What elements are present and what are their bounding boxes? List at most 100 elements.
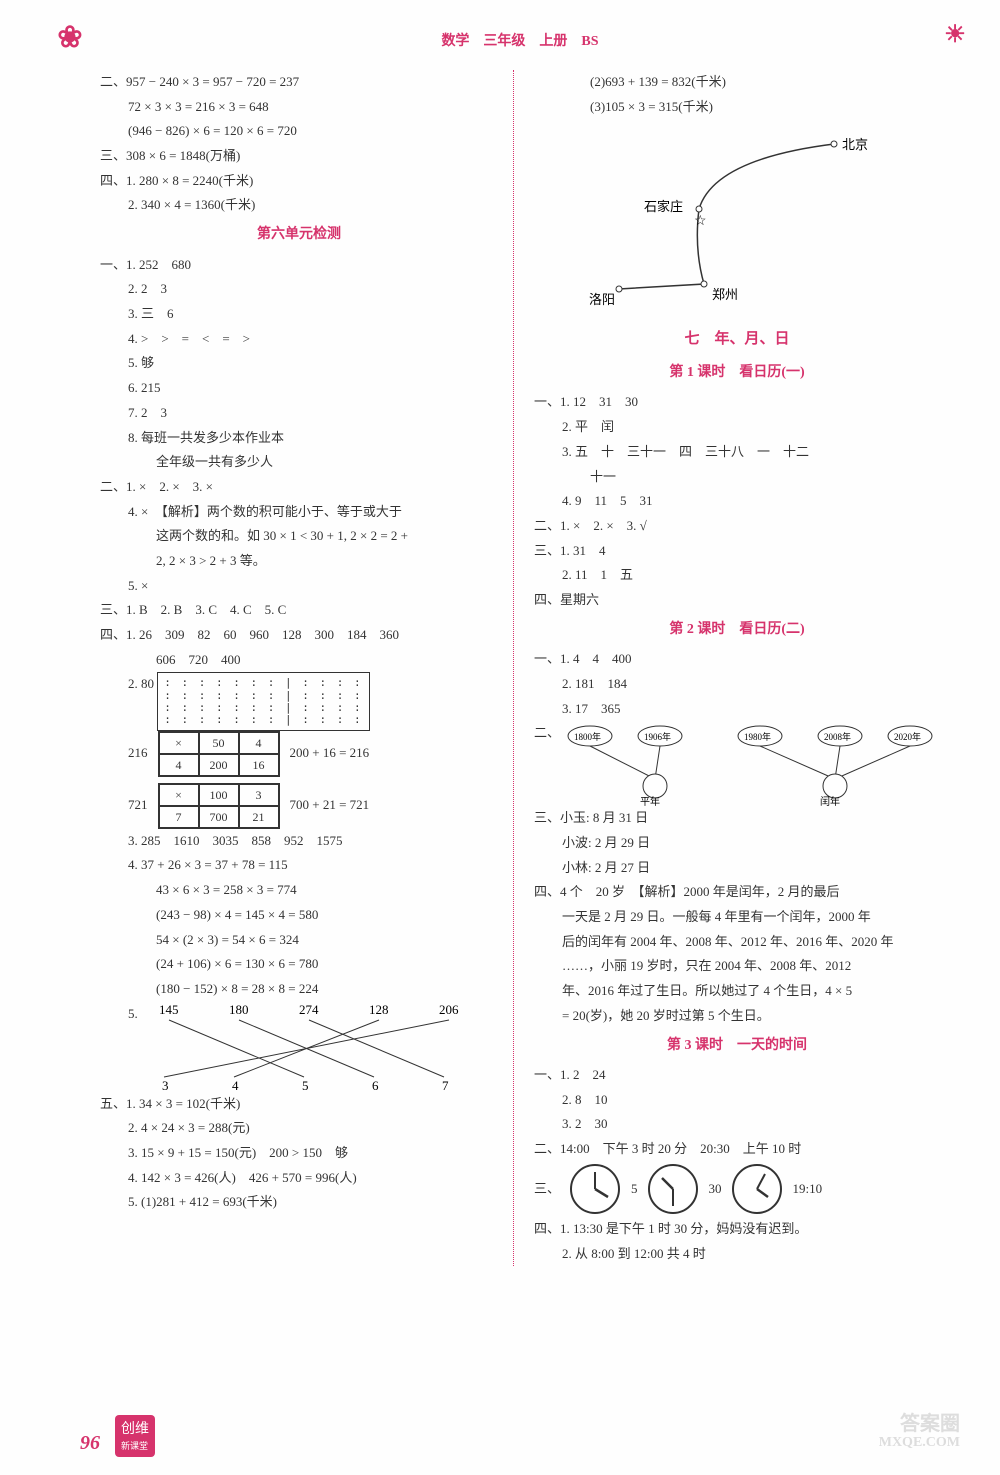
sum-721: 700 + 21 = 721: [290, 793, 370, 818]
city-label: 洛阳: [589, 292, 615, 307]
cell: 700: [199, 806, 239, 828]
matching-problem-5: 5. 145 180 274 128 206 3 4 5 6 7: [100, 1002, 498, 1092]
clock-time: 5: [631, 1177, 638, 1202]
text-line: 这两个数的和。如 30 × 1 < 30 + 1, 2 × 2 = 2 +: [100, 524, 498, 549]
text-line: 5. 够: [100, 351, 498, 376]
text-line: 四、星期六: [534, 588, 940, 613]
cell: 16: [239, 754, 279, 776]
cell: 200: [199, 754, 239, 776]
watermark: 答案圈 MXQE.COM: [879, 1413, 960, 1450]
text-line: = 20(岁)，她 20 岁时过第 5 个生日。: [534, 1004, 940, 1029]
cell: 100: [199, 784, 239, 806]
text-line: 7. 2 3: [100, 401, 498, 426]
cell: 21: [239, 806, 279, 828]
label-2: 二、: [534, 721, 560, 806]
unit-title: 七 年、月、日: [534, 325, 940, 354]
page: ❀ 数学 三年级 上册 BS ☀ 二、957 − 240 × 3 = 957 −…: [0, 0, 1000, 1296]
text-line: 8. 每班一共发多少本作业本: [100, 426, 498, 451]
text-line: 后的闰年有 2004 年、2008 年、2012 年、2016 年、2020 年: [534, 930, 940, 955]
clock-time: 30: [709, 1177, 722, 1202]
fish-icon: 2008年: [818, 726, 862, 746]
logo-sub: 新课堂: [121, 1441, 148, 1451]
text-line: 6. 215: [100, 376, 498, 401]
text-line: 2. 340 × 4 = 1360(千米): [100, 193, 498, 218]
watermark-line: 答案圈: [879, 1413, 960, 1435]
cell: 50: [199, 732, 239, 754]
left-column: 二、957 − 240 × 3 = 957 − 720 = 237 72 × 3…: [100, 70, 514, 1266]
city-label: 石家庄: [644, 199, 683, 214]
clock-time: 19:10: [793, 1177, 823, 1202]
text-line: (3)105 × 3 = 315(千米): [534, 95, 940, 120]
fish-diagram: 1800年 1906年 1980年 2008年 2020年 平年 闰年: [560, 721, 940, 806]
dots-array-icon: : : : : : : : | : : : :: : : : : : : | :…: [157, 672, 369, 730]
cell: 4: [159, 754, 199, 776]
text-line: 二、14:00 下午 3 时 20 分 20:30 上午 10 时: [534, 1137, 940, 1162]
text-line: 二、1. × 2. × 3. √: [534, 514, 940, 539]
text-line: (946 − 826) × 6 = 120 × 6 = 720: [100, 119, 498, 144]
logo-text: 创维: [121, 1422, 149, 1437]
top-num: 145: [159, 1002, 179, 1017]
text-line: (2)693 + 139 = 832(千米): [534, 70, 940, 95]
text-line: 四、1. 13:30 是下午 1 时 30 分，妈妈没有迟到。: [534, 1217, 940, 1242]
text-line: 4. 37 + 26 × 3 = 37 + 78 = 115: [100, 853, 498, 878]
text-line: 3. 15 × 9 + 15 = 150(元) 200 > 150 够: [100, 1141, 498, 1166]
svg-text:1980年: 1980年: [744, 731, 771, 742]
cell: ×: [159, 732, 199, 754]
text-line: 606 720 400: [100, 648, 498, 673]
top-num: 180: [229, 1002, 249, 1017]
text-line: 四、1. 280 × 8 = 2240(千米): [100, 169, 498, 194]
clocks-row: 三、 5 30 19:10: [534, 1162, 940, 1217]
text-line: 4. 9 11 5 31: [534, 489, 940, 514]
two-columns: 二、957 − 240 × 3 = 957 − 720 = 237 72 × 3…: [100, 70, 940, 1266]
page-header: ❀ 数学 三年级 上册 BS ☀: [100, 30, 940, 50]
header-title: 数学 三年级 上册 BS: [441, 34, 598, 49]
fish-matching: 二、 1800年 1906年 1980年 2008年 2020年 平年 闰年: [534, 721, 940, 806]
text-line: 4. > > = < = >: [100, 327, 498, 352]
text-line: 小林: 2 月 27 日: [534, 856, 940, 881]
cat-icon: 闰年: [820, 774, 847, 806]
text-line: ……，小丽 19 岁时，只在 2004 年、2008 年、2012: [534, 954, 940, 979]
section-title: 第六单元检测: [100, 222, 498, 249]
bot-num: 4: [232, 1078, 239, 1092]
text-line: 2. 11 1 五: [534, 563, 940, 588]
svg-text:1800年: 1800年: [574, 731, 601, 742]
text-line: 54 × (2 × 3) = 54 × 6 = 324: [100, 928, 498, 953]
city-label: 北京: [842, 137, 868, 152]
text-line: 三、308 × 6 = 1848(万桶): [100, 144, 498, 169]
bot-num: 5: [302, 1078, 309, 1092]
bot-num: 6: [372, 1078, 379, 1092]
cell: 3: [239, 784, 279, 806]
fish-icon: 1800年: [568, 726, 612, 746]
num-721: 721: [128, 793, 148, 818]
text-line: 一、1. 12 31 30: [534, 390, 940, 415]
fish-icon: 1980年: [738, 726, 782, 746]
cat-icon: 平年: [640, 774, 667, 806]
text-line: 一、1. 252 680: [100, 253, 498, 278]
top-num: 128: [369, 1002, 389, 1017]
text-line: 三、1. 31 4: [534, 539, 940, 564]
clock-icon: [646, 1162, 701, 1217]
text-line: 三、1. B 2. B 3. C 4. C 5. C: [100, 598, 498, 623]
text-line: 5. (1)281 + 412 = 693(千米): [100, 1190, 498, 1215]
text-line: (24 + 106) × 6 = 130 × 6 = 780: [100, 952, 498, 977]
text-line: 年、2016 年过了生日。所以她过了 4 个生日，4 × 5: [534, 979, 940, 1004]
text-line: 十一: [534, 465, 940, 490]
svg-text:闰年: 闰年: [820, 795, 840, 806]
text-line: 2. 181 184: [534, 672, 940, 697]
lesson-title: 第 1 课时 看日历(一): [534, 360, 940, 387]
svg-text:2020年: 2020年: [894, 731, 921, 742]
text-line: 4. 142 × 3 = 426(人) 426 + 570 = 996(人): [100, 1166, 498, 1191]
sum-216: 200 + 16 = 216: [290, 741, 370, 766]
star-icon: ☆: [694, 214, 707, 229]
text-line: 3. 三 6: [100, 302, 498, 327]
right-column: (2)693 + 139 = 832(千米) (3)105 × 3 = 315(…: [534, 70, 940, 1266]
text-line: 2. 从 8:00 到 12:00 共 4 时: [534, 1242, 940, 1267]
lesson-title: 第 3 课时 一天的时间: [534, 1033, 940, 1060]
matching-diagram: 145 180 274 128 206 3 4 5 6 7: [144, 1002, 474, 1092]
watermark-line: MXQE.COM: [879, 1435, 960, 1450]
label-2-80: 2. 80: [128, 676, 154, 691]
mult-grid-216: × 50 4 4 200 16: [158, 731, 280, 777]
text-line: 4. × 【解析】两个数的积可能小于、等于或大于: [100, 500, 498, 525]
text-line: 四、1. 26 309 82 60 960 128 300 184 360: [100, 623, 498, 648]
text-line: 四、4 个 20 岁 【解析】2000 年是闰年，2 月的最后: [534, 880, 940, 905]
